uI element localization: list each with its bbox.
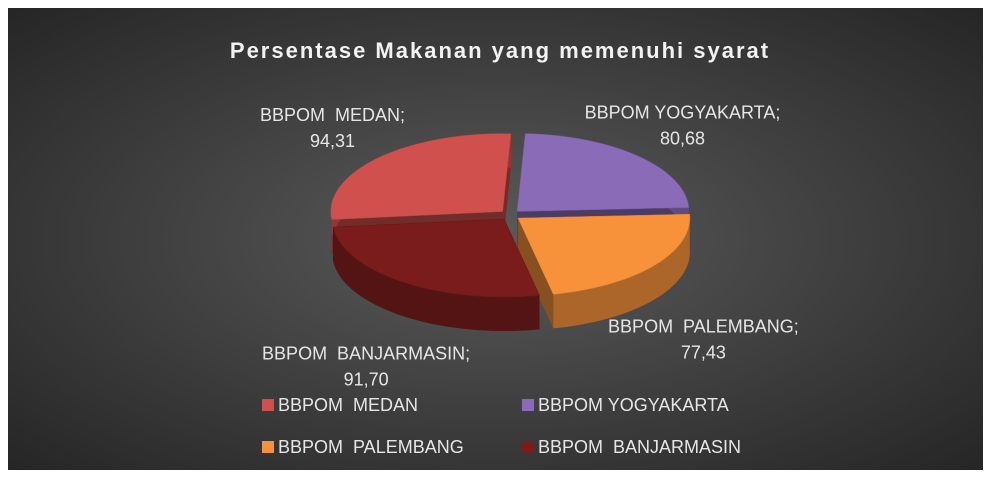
- data-label-separator: ;: [400, 105, 405, 125]
- slice: [517, 213, 691, 295]
- legend-label: BBPOM MEDAN: [278, 395, 418, 415]
- legend-label: BBPOM YOGYAKARTA: [538, 395, 729, 415]
- data-label-value: 91,70: [344, 369, 389, 389]
- data-label: BBPOM YOGYAKARTA; 80,68: [585, 102, 781, 148]
- slice: [516, 133, 690, 212]
- slice: [330, 133, 512, 220]
- data-label-value: 80,68: [660, 128, 705, 148]
- slice-wall: [553, 214, 690, 329]
- data-label-name: BBPOM YOGYAKARTA: [585, 102, 776, 122]
- slice: [332, 218, 540, 298]
- data-label: BBPOM BANJARMASIN; 91,70: [262, 343, 470, 389]
- slice-wall: [333, 227, 540, 332]
- legend-swatch: [522, 441, 534, 453]
- data-label: BBPOM MEDAN; 94,31: [260, 105, 405, 151]
- chart-title: Persentase Makanan yang memenuhi syarat: [230, 38, 770, 63]
- data-label-name: BBPOM BANJARMASIN: [262, 343, 465, 363]
- legend-label: BBPOM BANJARMASIN: [538, 437, 741, 457]
- data-label-name: BBPOM MEDAN: [260, 105, 400, 125]
- data-label-value: 94,31: [310, 131, 355, 151]
- data-label-separator: ;: [775, 102, 780, 122]
- legend-swatch: [262, 441, 274, 453]
- data-label-separator: ;: [794, 316, 799, 336]
- legend-label: BBPOM PALEMBANG: [278, 437, 464, 457]
- data-label: BBPOM PALEMBANG; 77,43: [608, 316, 799, 362]
- data-label-value: 77,43: [681, 342, 726, 362]
- pie: [330, 133, 691, 332]
- legend: BBPOM MEDAN BBPOM YOGYAKARTA BBPOM PALEMBA…: [262, 395, 741, 457]
- legend-swatch: [522, 399, 534, 411]
- data-label-separator: ;: [465, 343, 470, 363]
- legend-swatch: [262, 399, 274, 411]
- data-label-name: BBPOM PALEMBANG: [608, 316, 794, 336]
- slice-side: [517, 218, 554, 329]
